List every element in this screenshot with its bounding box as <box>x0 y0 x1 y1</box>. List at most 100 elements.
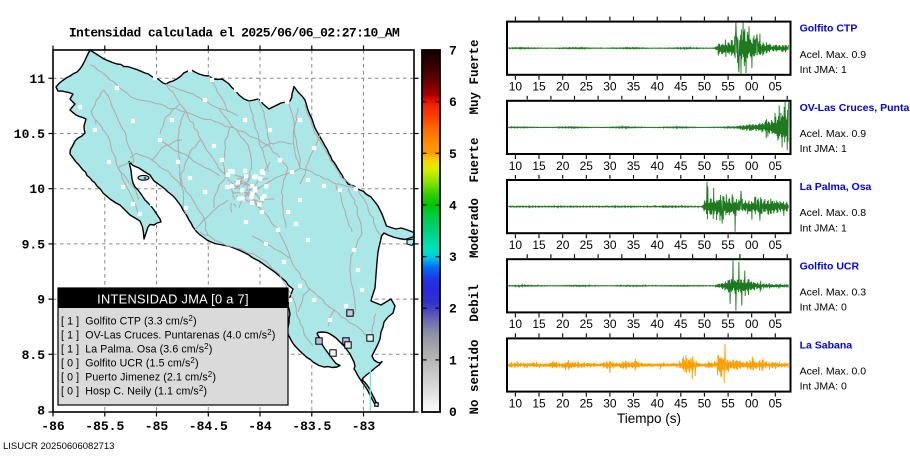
svg-text:Acel. Max. 0.3: Acel. Max. 0.3 <box>800 286 867 298</box>
svg-text:25: 25 <box>580 317 594 331</box>
svg-text:40: 40 <box>651 396 665 410</box>
svg-text:00: 00 <box>745 396 759 410</box>
svg-text:35: 35 <box>627 159 641 173</box>
svg-text:10: 10 <box>509 396 523 410</box>
svg-text:8.5: 8.5 <box>22 348 46 363</box>
svg-text:15: 15 <box>532 317 546 331</box>
svg-text:La Sabana: La Sabana <box>800 340 853 352</box>
svg-text:Int JMA: 0: Int JMA: 0 <box>800 381 847 393</box>
svg-text:Intensidad calculada el 2025/0: Intensidad calculada el 2025/06/06_02:27… <box>69 26 400 41</box>
svg-text:[ 1 ] OV-Las Cruces. Puntaren: [ 1 ] OV-Las Cruces. Puntarenas (4.0 cm/… <box>61 328 275 342</box>
svg-text:1: 1 <box>449 353 457 368</box>
svg-text:40: 40 <box>651 238 665 252</box>
svg-text:05: 05 <box>769 396 783 410</box>
svg-text:7: 7 <box>449 44 457 59</box>
svg-text:20: 20 <box>556 238 570 252</box>
svg-text:Fuerte: Fuerte <box>468 137 482 182</box>
svg-text:9.5: 9.5 <box>22 237 46 252</box>
svg-text:10: 10 <box>29 182 45 197</box>
svg-text:50: 50 <box>698 317 712 331</box>
svg-text:LISUCR 20250606082713: LISUCR 20250606082713 <box>3 441 114 452</box>
svg-text:Moderado: Moderado <box>468 198 482 258</box>
svg-text:No sentido: No sentido <box>468 339 482 414</box>
svg-text:20: 20 <box>556 80 570 94</box>
svg-text:25: 25 <box>580 159 594 173</box>
svg-text:55: 55 <box>721 238 735 252</box>
svg-text:La Palma, Osa: La Palma, Osa <box>800 181 872 193</box>
svg-text:6: 6 <box>449 95 457 110</box>
svg-text:Golfito UCR: Golfito UCR <box>800 260 860 272</box>
svg-text:55: 55 <box>721 159 735 173</box>
svg-text:20: 20 <box>556 396 570 410</box>
svg-text:4: 4 <box>449 198 457 213</box>
svg-text:45: 45 <box>674 396 688 410</box>
svg-text:Acel. Max. 0.9: Acel. Max. 0.9 <box>800 128 867 140</box>
svg-text:50: 50 <box>698 396 712 410</box>
svg-text:20: 20 <box>556 317 570 331</box>
svg-text:Acel. Max. 0.8: Acel. Max. 0.8 <box>800 207 867 219</box>
svg-text:55: 55 <box>721 80 735 94</box>
svg-text:30: 30 <box>603 317 617 331</box>
svg-text:35: 35 <box>627 80 641 94</box>
svg-text:11: 11 <box>29 72 45 87</box>
svg-text:-84: -84 <box>248 419 272 434</box>
svg-text:Int JMA: 1: Int JMA: 1 <box>800 222 847 234</box>
svg-text:00: 00 <box>745 159 759 173</box>
svg-text:Muy Fuerte: Muy Fuerte <box>468 39 482 114</box>
svg-text:Int JMA: 0: Int JMA: 0 <box>800 302 847 314</box>
svg-text:40: 40 <box>651 80 665 94</box>
svg-text:50: 50 <box>698 80 712 94</box>
svg-text:-83: -83 <box>352 419 376 434</box>
svg-text:45: 45 <box>674 80 688 94</box>
svg-text:Golfito CTP: Golfito CTP <box>800 23 858 35</box>
svg-text:05: 05 <box>769 80 783 94</box>
svg-text:30: 30 <box>603 238 617 252</box>
svg-text:20: 20 <box>556 159 570 173</box>
svg-text:15: 15 <box>532 238 546 252</box>
svg-text:05: 05 <box>769 238 783 252</box>
svg-text:[ 0 ] Golfito UCR (1.5 cm/s2): [ 0 ] Golfito UCR (1.5 cm/s2) <box>61 356 199 370</box>
svg-text:50: 50 <box>698 159 712 173</box>
svg-text:55: 55 <box>721 317 735 331</box>
svg-text:Acel. Max. 0.9: Acel. Max. 0.9 <box>800 49 867 61</box>
svg-text:05: 05 <box>769 317 783 331</box>
svg-text:Int JMA: 1: Int JMA: 1 <box>800 143 847 155</box>
svg-text:-84.5: -84.5 <box>189 419 228 434</box>
svg-text:55: 55 <box>721 396 735 410</box>
svg-text:25: 25 <box>580 396 594 410</box>
svg-text:-86: -86 <box>41 419 65 434</box>
svg-text:15: 15 <box>532 159 546 173</box>
svg-text:10: 10 <box>509 317 523 331</box>
svg-text:Acel. Max. 0.0: Acel. Max. 0.0 <box>800 366 867 378</box>
svg-text:[ 1 ] La Palma. Osa (3.6 cm/s: [ 1 ] La Palma. Osa (3.6 cm/s2) <box>61 342 212 356</box>
svg-text:10: 10 <box>509 80 523 94</box>
svg-text:-83.5: -83.5 <box>292 419 331 434</box>
svg-text:40: 40 <box>651 317 665 331</box>
svg-text:0: 0 <box>449 405 457 420</box>
svg-text:OV-Las Cruces, Puntarenas: OV-Las Cruces, Puntarenas <box>800 102 910 114</box>
svg-text:5: 5 <box>449 147 457 162</box>
svg-text:15: 15 <box>532 80 546 94</box>
svg-text:10: 10 <box>509 159 523 173</box>
svg-text:30: 30 <box>603 159 617 173</box>
svg-text:-85: -85 <box>145 419 169 434</box>
svg-text:45: 45 <box>674 238 688 252</box>
svg-text:25: 25 <box>580 80 594 94</box>
svg-text:40: 40 <box>651 159 665 173</box>
svg-text:35: 35 <box>627 238 641 252</box>
svg-text:45: 45 <box>674 317 688 331</box>
svg-text:[ 0 ] Puerto Jimenez (2.1 cm/: [ 0 ] Puerto Jimenez (2.1 cm/s2) <box>61 370 216 384</box>
svg-text:15: 15 <box>532 396 546 410</box>
svg-text:10.5: 10.5 <box>14 127 45 142</box>
svg-text:00: 00 <box>745 238 759 252</box>
svg-text:30: 30 <box>603 396 617 410</box>
svg-text:30: 30 <box>603 80 617 94</box>
svg-text:00: 00 <box>745 80 759 94</box>
svg-text:8: 8 <box>37 404 45 419</box>
svg-text:Debil: Debil <box>468 284 482 322</box>
svg-text:35: 35 <box>627 317 641 331</box>
svg-text:50: 50 <box>698 238 712 252</box>
svg-text:9: 9 <box>37 293 45 308</box>
svg-text:3: 3 <box>449 250 457 265</box>
svg-text:Tiempo (s): Tiempo (s) <box>617 411 681 426</box>
